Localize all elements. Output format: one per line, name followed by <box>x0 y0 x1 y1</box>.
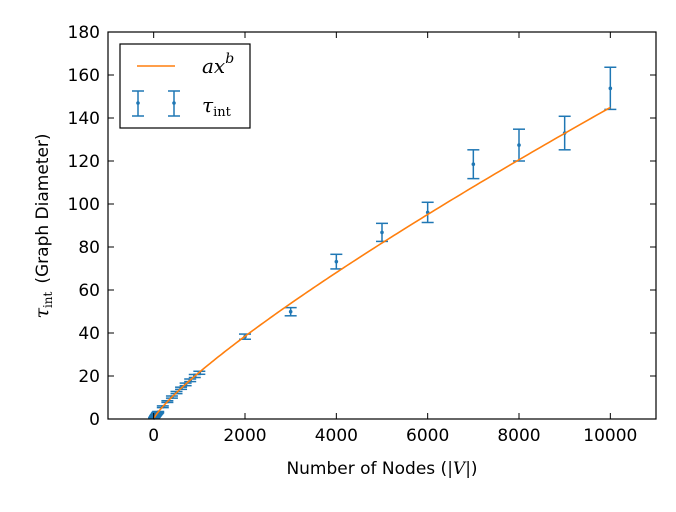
data-point <box>471 162 476 167</box>
x-tick-label: 6000 <box>406 426 449 446</box>
data-point <box>608 86 613 91</box>
error-bar-point <box>376 222 388 243</box>
data-point <box>288 309 293 314</box>
x-tick-label: 8000 <box>497 426 540 446</box>
series-layer <box>148 66 617 420</box>
y-tick-label: 180 <box>68 23 100 43</box>
y-tick-label: 80 <box>78 238 100 258</box>
y-tick-label: 160 <box>68 66 100 86</box>
error-bar-point <box>513 128 525 162</box>
x-tick-label: 0 <box>148 426 159 446</box>
error-bar-point <box>467 149 480 180</box>
data-point <box>517 143 521 147</box>
legend: axb τint <box>119 43 251 129</box>
plot-frame <box>107 31 657 420</box>
y-tick-label: 100 <box>68 195 100 215</box>
error-bar-point <box>284 306 297 317</box>
y-tick-label: 140 <box>68 109 100 129</box>
y-tick-label: 0 <box>89 410 100 430</box>
x-tick-label: 4000 <box>315 426 358 446</box>
y-tick-label: 40 <box>78 324 100 344</box>
data-point <box>380 230 384 235</box>
x-axis-label: Number of Nodes (|V|) <box>286 459 477 479</box>
y-tick-label: 120 <box>68 152 100 172</box>
x-tick-label: 10000 <box>583 426 637 446</box>
fit-line <box>153 106 611 419</box>
error-bar-point <box>330 253 343 270</box>
legend-data-label: τint <box>202 93 232 120</box>
data-point <box>334 259 339 264</box>
y-tick-label: 60 <box>78 281 100 301</box>
y-axis-label: τint(Graph Diameter) <box>31 133 55 318</box>
legend-fit-label: axb <box>202 51 234 78</box>
y-tick-label: 20 <box>78 367 100 387</box>
legend-box <box>119 43 251 129</box>
error-bar-point <box>604 66 617 111</box>
ticks-layer: 0 2000 4000 6000 8000 10000 0 20 40 60 80 100 120 140… <box>68 23 656 446</box>
x-tick-label: 2000 <box>223 426 266 446</box>
